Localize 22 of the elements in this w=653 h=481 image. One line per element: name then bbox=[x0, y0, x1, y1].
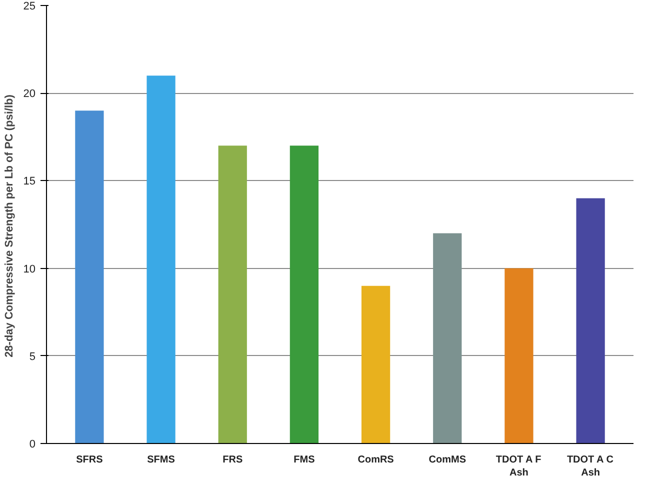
bar bbox=[146, 76, 176, 444]
y-tick-label: 20 bbox=[23, 88, 36, 100]
x-tick-label: ComMS bbox=[428, 454, 466, 466]
x-tick-label: SFMS bbox=[147, 454, 176, 466]
y-tick-label: 15 bbox=[23, 176, 36, 188]
bar bbox=[218, 146, 247, 444]
y-axis-title: 28-day Compressive Strength per Lb of PC (psi/lb) bbox=[3, 94, 16, 358]
x-tick-label: TDOT A F Ash bbox=[496, 454, 542, 479]
y-tick-label: 10 bbox=[23, 263, 36, 276]
bar bbox=[504, 268, 534, 444]
x-tick-label: TDOT A C Ash bbox=[566, 454, 614, 479]
y-tick-label: 0 bbox=[29, 438, 36, 450]
x-tick-label: FMS bbox=[294, 454, 316, 466]
bar bbox=[75, 110, 104, 444]
x-tick-label: SFRS bbox=[76, 454, 104, 466]
x-tick-label: ComRS bbox=[358, 454, 394, 466]
y-tick-label: 5 bbox=[29, 350, 36, 363]
bar bbox=[290, 146, 319, 444]
bar bbox=[361, 286, 390, 444]
y-tick-label: 25 bbox=[23, 0, 36, 12]
x-tick-label: FRS bbox=[222, 454, 243, 466]
bar bbox=[576, 198, 605, 444]
